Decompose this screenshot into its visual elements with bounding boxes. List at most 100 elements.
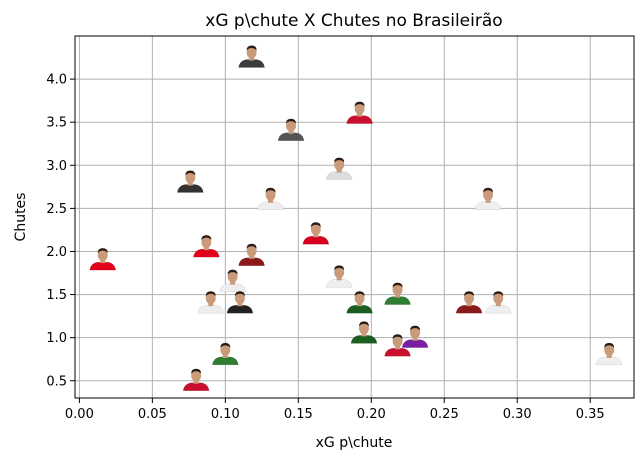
y-tick-label: 4.0 (46, 73, 67, 88)
player-face (227, 270, 238, 283)
x-tick-label: 0.15 (284, 407, 313, 422)
player-face (97, 249, 108, 262)
player-hair (220, 342, 231, 348)
player-marker (325, 157, 353, 180)
player-hair (310, 222, 321, 228)
player-face (392, 335, 403, 348)
player-hair (97, 248, 108, 254)
player-marker (350, 321, 378, 344)
player-hair (392, 282, 403, 288)
player-marker (474, 187, 502, 211)
player-shirt (238, 257, 265, 267)
player-shirt (219, 283, 246, 292)
player-marker (177, 170, 204, 193)
player-hair (286, 118, 297, 124)
player-face (493, 292, 504, 305)
y-tick-label: 3.0 (46, 159, 67, 174)
player-face (265, 188, 276, 201)
player-marker (401, 325, 429, 348)
x-tick-label: 0.05 (138, 407, 167, 422)
player-marker (257, 187, 284, 211)
player-marker (346, 291, 373, 314)
x-tick-label: 0.20 (357, 407, 386, 422)
player-hair (410, 325, 421, 331)
player-marker (346, 101, 373, 124)
x-axis: 0.00 0.05 0.10 0.15 0.20 0.25 0.30 0.35 (65, 398, 605, 422)
player-marker (455, 291, 483, 314)
player-marker (182, 368, 210, 392)
grid-lines (75, 36, 634, 398)
y-tick-label: 0.5 (46, 374, 67, 389)
player-shirt (302, 235, 330, 245)
player-shirt (474, 201, 502, 211)
player-face (246, 244, 257, 257)
player-shirt (484, 304, 512, 314)
data-points (89, 45, 623, 392)
player-hair (185, 170, 196, 176)
player-face (334, 158, 345, 171)
y-tick-label: 1.0 (46, 331, 67, 346)
player-face (483, 188, 494, 201)
player-marker (238, 45, 265, 68)
player-marker (302, 222, 330, 245)
y-axis: 0.5 1.0 1.5 2.0 2.5 3.0 3.5 4.0 (46, 73, 75, 389)
player-marker (219, 269, 246, 292)
player-marker (384, 334, 411, 357)
player-shirt (350, 335, 378, 344)
player-shirt (346, 115, 373, 124)
player-marker (193, 235, 220, 258)
player-face (392, 283, 403, 296)
player-marker (226, 291, 254, 314)
player-shirt (238, 59, 265, 68)
player-marker (595, 342, 623, 366)
player-face (205, 292, 216, 305)
player-hair (334, 265, 345, 271)
plot-frame (74, 35, 635, 399)
player-face (191, 369, 202, 382)
player-hair (205, 291, 216, 297)
player-marker (89, 248, 117, 271)
player-marker (197, 291, 225, 314)
x-tick-label: 0.30 (503, 407, 532, 422)
x-tick-label: 0.00 (65, 407, 94, 422)
x-tick-label: 0.25 (430, 407, 459, 422)
player-hair (334, 157, 345, 163)
player-hair (354, 101, 365, 107)
player-hair (201, 235, 212, 241)
player-hair (234, 291, 245, 297)
player-marker (238, 243, 265, 267)
chart-title: xG p\chute X Chutes no Brasileirão (205, 11, 502, 31)
player-shirt (212, 356, 239, 366)
player-shirt (226, 304, 254, 314)
player-shirt (401, 339, 429, 348)
player-hair (191, 368, 202, 374)
player-shirt (595, 356, 623, 366)
player-hair (358, 321, 369, 327)
player-hair (604, 342, 615, 348)
player-shirt (182, 382, 210, 392)
player-shirt (455, 304, 483, 314)
player-hair (246, 243, 257, 249)
player-face (220, 343, 231, 356)
player-shirt (346, 304, 373, 314)
y-tick-label: 1.5 (46, 288, 67, 303)
player-hair (265, 187, 276, 193)
player-shirt (325, 279, 353, 288)
player-face (334, 266, 345, 279)
player-hair (493, 291, 504, 297)
player-face (354, 292, 365, 305)
player-face (286, 119, 297, 132)
player-marker (212, 342, 239, 366)
player-marker (325, 265, 353, 288)
player-hair (392, 334, 403, 340)
player-face (310, 223, 321, 236)
player-face (604, 343, 615, 356)
player-shirt (277, 132, 305, 142)
player-hair (354, 291, 365, 297)
player-shirt (257, 201, 284, 211)
y-tick-label: 2.5 (46, 202, 67, 217)
player-shirt (325, 171, 353, 180)
player-marker (384, 282, 411, 305)
player-shirt (197, 304, 225, 314)
